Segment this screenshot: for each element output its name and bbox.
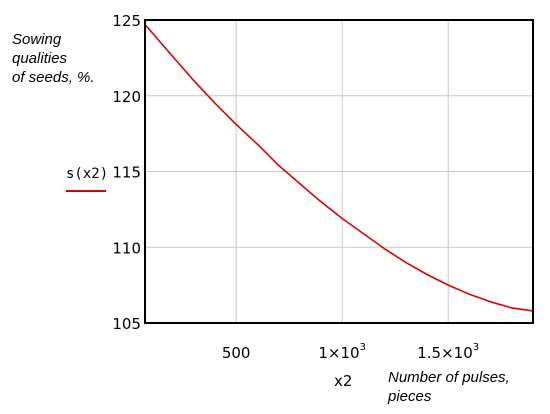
tick-labels: 105 110 115 120 125 500 1×103 1.5×103 <box>112 12 479 362</box>
y-tick-label-2: 115 <box>112 164 141 182</box>
y-tick-label-4: 125 <box>112 12 141 30</box>
series-lines <box>144 23 534 312</box>
series-line-0 <box>144 23 534 312</box>
y-tick-label-3: 120 <box>112 88 141 106</box>
plot-frame <box>144 19 534 324</box>
y-tick-label-1: 110 <box>112 239 141 257</box>
x-axis-var: x2 <box>334 372 353 390</box>
y-axis-caption: Sowing qualities of seeds, %. <box>12 31 95 86</box>
x-tick-exponent-1: 3 <box>360 342 366 353</box>
x-axis-caption: Number of pulses, pieces <box>388 369 510 405</box>
x-tick-label-2: 1.5×103 <box>417 342 479 362</box>
x-tick-label-0: 500 <box>222 344 251 362</box>
x-tick-exponent-2: 3 <box>473 342 479 353</box>
legend-label: s(x2) <box>66 166 109 182</box>
legend-swatch <box>66 190 106 192</box>
x-tick-label-1: 1×103 <box>318 342 366 362</box>
y-tick-label-0: 105 <box>112 315 141 333</box>
grid-lines <box>145 20 533 323</box>
